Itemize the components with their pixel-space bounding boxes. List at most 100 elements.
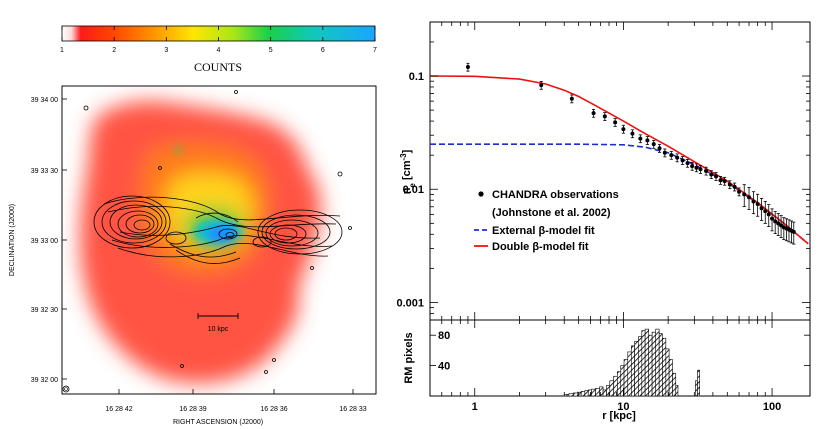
histogram-bar (668, 359, 673, 397)
ra-tick-label: 16 28 36 (260, 406, 287, 413)
dec-tick-label: 39 33 00 (31, 238, 58, 245)
density-profile-panel: 1 10 100 0.1 0.01 0.001 40 80 ne [cm-3] r [kpc]… (396, 21, 811, 422)
observation-point (755, 202, 760, 207)
observation-point (709, 172, 714, 177)
colorbar-label: COUNTS (194, 60, 242, 74)
radio-contours (83, 90, 352, 374)
observation-point (662, 150, 667, 155)
observation-point (657, 146, 662, 151)
map-axis-ticks: 39 34 00 39 33 30 39 33 00 39 32 30 39 32 00… (31, 97, 367, 413)
scale-bar-label: 10 kpc (208, 326, 229, 333)
observation-point (675, 155, 680, 160)
beam-marker (62, 385, 70, 393)
profile-ylabel: ne [cm-3] (399, 149, 417, 194)
radio-xray-map-panel: 1 2 3 4 5 6 7 COUNTS (9, 25, 377, 426)
external-fit-line (430, 143, 809, 245)
observation-point (732, 184, 737, 189)
xray-intensity-map: 10 kpc (62, 90, 352, 393)
colorbar-tick-label: 2 (112, 47, 116, 54)
legend-points-ref: (Johnstone et al. 2002) (492, 207, 611, 219)
profile-xlabel: r [kpc] (602, 410, 636, 422)
histogram-bar (572, 392, 578, 397)
profile-ticks: 1 10 100 0.1 0.01 0.001 40 80 (396, 22, 810, 413)
histogram-bar (662, 337, 667, 397)
double-fit-line (430, 75, 809, 245)
histogram-bar (630, 345, 635, 397)
histogram-bar (563, 394, 570, 397)
histogram-bar (658, 333, 663, 397)
x-tick-label: 1 (472, 401, 478, 413)
observation-point (776, 221, 781, 226)
y-tick-label: 0.01 (403, 184, 424, 196)
colorbar-tick-label: 1 (60, 47, 64, 54)
x-tick-label: 10 (617, 401, 629, 413)
observation-point (645, 138, 650, 143)
observation-point (621, 127, 626, 132)
observation-point (638, 136, 643, 141)
observation-point (685, 161, 690, 166)
profile-plot (430, 62, 809, 245)
colorbar-ticks: 1 2 3 4 5 6 7 (60, 26, 377, 54)
observation-point (669, 153, 674, 158)
dec-tick-label: 39 32 30 (31, 307, 58, 314)
histogram-bar (587, 389, 592, 397)
histogram-bar (644, 328, 650, 397)
observation-point (465, 65, 470, 70)
observation-point (630, 131, 635, 136)
histogram-bar (641, 330, 646, 397)
histogram-bar (634, 340, 639, 397)
observation-point (737, 189, 742, 194)
histogram-bar (584, 390, 589, 397)
colorbar-tick-label: 3 (164, 47, 168, 54)
histogram-bar (655, 328, 660, 397)
observation-point (779, 223, 784, 228)
histogram-bar (651, 331, 657, 397)
histogram-bar (617, 371, 622, 397)
colorbar-tick-label: 6 (321, 47, 325, 54)
histogram-bar (580, 391, 586, 397)
histogram-bar (695, 380, 698, 397)
ra-tick-label: 16 28 39 (179, 406, 206, 413)
histogram-bar (591, 388, 596, 397)
legend: CHANDRA observations (Johnstone et al. 2… (474, 189, 619, 253)
observation-point (791, 229, 796, 234)
observation-point (690, 164, 695, 169)
histogram-bar (568, 393, 574, 397)
observation-point (569, 96, 574, 101)
hist-y-tick-label: 80 (438, 330, 450, 342)
histogram-bar (675, 385, 679, 397)
observation-point (773, 219, 778, 224)
observation-point (770, 216, 775, 221)
right-ascension-label: RIGHT ASCENSION (J2000) (173, 419, 263, 426)
colorbar-tick-label: 7 (373, 47, 377, 54)
observation-point (751, 199, 756, 204)
observation-point (742, 192, 747, 197)
x-tick-label: 100 (763, 401, 781, 413)
histogram-bar (577, 391, 582, 397)
observation-point (602, 114, 607, 119)
colorbar-tick-label: 4 (217, 47, 221, 54)
histogram-bar (648, 334, 653, 397)
observation-point (694, 165, 699, 170)
legend-double: Double β-model fit (492, 241, 589, 253)
declination-label: DECLINATION (J2000) (9, 204, 16, 276)
observation-point (727, 182, 732, 187)
y-tick-label: 0.001 (396, 297, 424, 309)
observation-point (759, 206, 764, 211)
profile-plot-frame (429, 21, 811, 321)
legend-external: External β-model fit (492, 225, 595, 237)
observation-point (722, 179, 727, 184)
y-tick-label: 0.1 (409, 71, 424, 83)
histogram-bar (638, 336, 643, 397)
ra-tick-label: 16 28 42 (105, 406, 132, 413)
observation-point (651, 142, 656, 147)
histogram-bar (665, 348, 670, 397)
histogram-bar (609, 380, 614, 397)
legend-points: CHANDRA observations (492, 189, 619, 201)
rm-histogram (563, 328, 700, 397)
observation-point (591, 111, 596, 116)
histogram-bar (697, 369, 700, 397)
hotspot (175, 147, 181, 153)
histogram-bar (623, 359, 629, 397)
